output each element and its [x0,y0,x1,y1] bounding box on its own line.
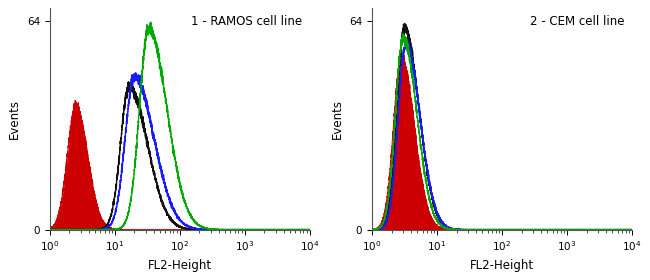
X-axis label: FL2-Height: FL2-Height [470,259,534,272]
Text: 2 - CEM cell line: 2 - CEM cell line [530,15,624,28]
Y-axis label: Events: Events [331,99,344,139]
Text: 1 - RAMOS cell line: 1 - RAMOS cell line [191,15,302,28]
X-axis label: FL2-Height: FL2-Height [148,259,212,272]
Y-axis label: Events: Events [8,99,21,139]
